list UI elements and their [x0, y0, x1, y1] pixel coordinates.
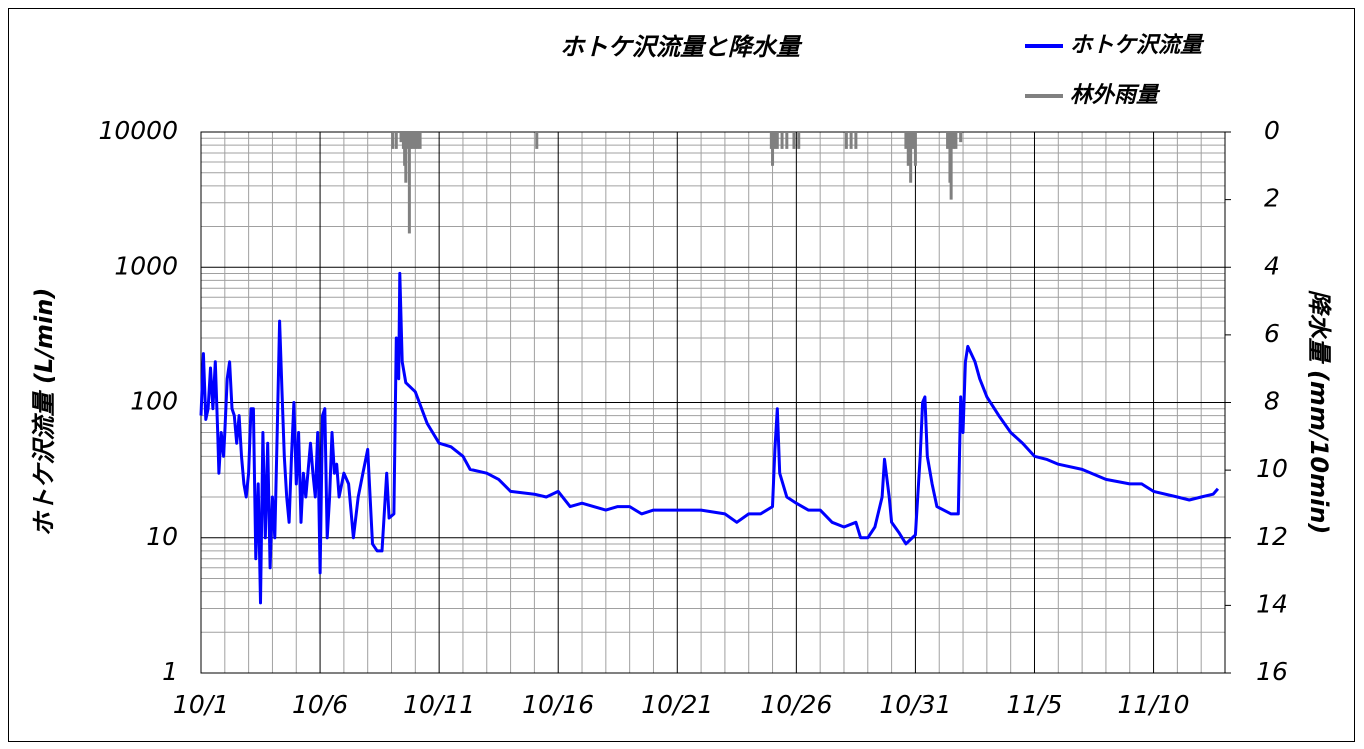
y2-tick-label: 2	[1264, 184, 1280, 213]
rain-bar	[407, 132, 411, 234]
y-tick-label: 1000	[114, 251, 178, 280]
rain-bar	[409, 132, 413, 149]
y-tick-label: 10000	[98, 116, 178, 145]
rain-bar	[391, 132, 395, 149]
rain-bar	[418, 132, 422, 149]
rain-bar	[949, 132, 953, 200]
rain-bar	[771, 132, 775, 166]
rain-bar	[394, 132, 398, 149]
y-axis-label: ホトケ沢流量 (L/min)	[30, 288, 58, 537]
y2-tick-label: 10	[1256, 454, 1288, 483]
x-tick-label: 10/21	[641, 690, 713, 719]
rain-bar	[913, 132, 917, 166]
y-tick-label: 100	[130, 387, 178, 416]
y2-tick-label: 8	[1264, 387, 1280, 416]
rain-bar	[959, 132, 963, 143]
x-tick-label: 10/1	[173, 690, 229, 719]
rain-bar	[904, 132, 908, 149]
x-tick-label: 10/31	[879, 690, 951, 719]
legend-label: ホトケ沢流量	[1070, 33, 1205, 58]
x-tick-label: 10/26	[760, 690, 832, 719]
y2-tick-label: 4	[1264, 251, 1280, 280]
y-tick-label: 10	[146, 522, 178, 551]
y2-axis-label: 降水量 (mm/10min)	[1305, 290, 1333, 535]
chart-title: ホトケ沢流量と降水量	[560, 33, 803, 61]
y2-tick-label: 6	[1264, 319, 1280, 348]
x-tick-label: 10/6	[292, 690, 348, 719]
flow-line	[199, 271, 1220, 605]
y2-tick-label: 0	[1264, 116, 1280, 145]
rain-bar	[946, 132, 950, 149]
rain-bar	[773, 132, 777, 149]
rain-bar	[413, 132, 417, 149]
rain-bar	[780, 132, 784, 149]
y2-tick-label: 12	[1256, 522, 1288, 551]
rain-bar	[854, 132, 858, 149]
rain-bar	[535, 132, 539, 149]
rain-bar	[909, 132, 913, 183]
x-tick-label: 10/11	[403, 690, 475, 719]
rain-bar	[775, 132, 779, 149]
rain-bar	[416, 132, 420, 149]
rain-bar	[785, 132, 789, 149]
rain-bar	[844, 132, 848, 149]
x-tick-label: 11/5	[1006, 690, 1062, 719]
rain-bar	[849, 132, 853, 149]
rain-bar	[952, 132, 956, 149]
rain-bar	[399, 132, 403, 143]
rain-bar	[411, 132, 415, 149]
rain-bar	[906, 132, 910, 166]
rain-bar	[954, 132, 958, 149]
y2-tick-label: 16	[1256, 657, 1288, 686]
y2-tick-label: 14	[1256, 589, 1288, 618]
rain-bar	[797, 132, 801, 149]
legend-label: 林外雨量	[1070, 83, 1161, 108]
x-tick-label: 11/10	[1118, 690, 1190, 719]
x-tick-label: 10/16	[522, 690, 594, 719]
rain-bar	[792, 132, 796, 149]
rain-bar	[404, 132, 408, 183]
y-tick-label: 1	[162, 657, 178, 686]
rain-bar	[911, 132, 915, 149]
